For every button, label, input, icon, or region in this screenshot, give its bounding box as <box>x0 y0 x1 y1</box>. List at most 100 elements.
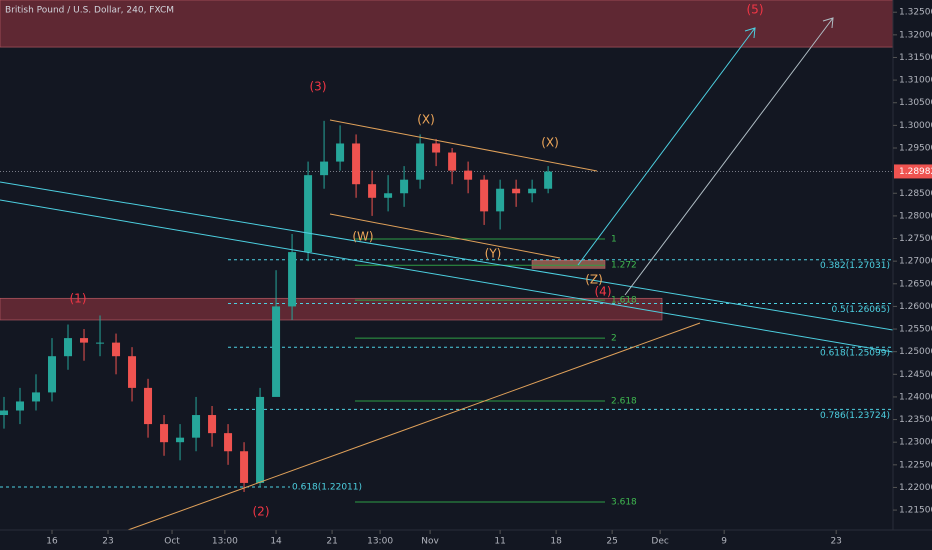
channel-line <box>0 199 894 353</box>
fib-label: 0.618(1.25099) <box>820 349 890 359</box>
x-tick-label: 13:00 <box>212 537 238 547</box>
candle-body <box>256 396 265 483</box>
y-tick-label: 1.28000 <box>899 211 932 221</box>
candle-body <box>384 193 393 198</box>
y-tick-label: 1.31000 <box>899 76 932 86</box>
trendline <box>127 322 701 531</box>
y-tick-label: 1.21500 <box>899 506 932 516</box>
wave-label: (4) <box>595 285 612 299</box>
y-tick-label: 1.30500 <box>899 98 932 108</box>
chart-title: British Pound / U.S. Dollar, 240, FXCM <box>5 6 174 16</box>
x-tick-label: Nov <box>421 537 439 547</box>
candle-body <box>48 356 57 393</box>
extension-label: 3.618 <box>611 497 637 507</box>
candle-body <box>368 184 377 198</box>
extension-label: 2 <box>611 334 617 344</box>
last-price-box <box>894 164 932 179</box>
candle-body <box>400 179 409 194</box>
y-tick-label: 1.32000 <box>899 30 932 40</box>
zones <box>0 0 894 321</box>
x-tick-label: Dec <box>651 537 668 547</box>
x-tick-label: 13:00 <box>367 537 393 547</box>
fib-label: 0.786(1.23724) <box>820 411 890 421</box>
y-tick-label: 1.25500 <box>899 325 932 335</box>
candle-body <box>208 415 217 434</box>
y-tick-label: 1.31500 <box>899 53 932 63</box>
y-tick-label: 1.23500 <box>899 415 932 425</box>
candles <box>0 120 553 492</box>
candle-body <box>336 143 345 162</box>
y-tick-label: 1.26000 <box>899 302 932 312</box>
x-tick-label: 23 <box>830 537 841 547</box>
levels: 0.382(1.27031) 0.5(1.26065) 0.618(1.25099)… <box>0 170 893 507</box>
candle-body <box>432 143 441 153</box>
candle-body <box>144 387 153 425</box>
candle-body <box>480 179 489 212</box>
y-tick-label: 1.24000 <box>899 392 932 402</box>
candle-body <box>320 161 329 176</box>
axes: 1.32500 1.32000 1.31500 1.31000 1.30500 1.300… <box>46 8 932 547</box>
candle-body <box>16 401 25 411</box>
candle-body <box>80 338 89 343</box>
trendline <box>329 213 561 259</box>
extension-label: 2.618 <box>611 397 637 407</box>
extension-label: 1.272 <box>611 261 637 271</box>
arrow-head <box>822 17 834 29</box>
candle-body <box>528 188 537 194</box>
x-tick-label: 25 <box>606 537 617 547</box>
x-tick-label: 11 <box>494 537 505 547</box>
candle-body <box>496 188 505 212</box>
wave-label: (Y) <box>485 247 502 261</box>
wave-label: (1) <box>70 292 87 306</box>
arrow-head <box>744 27 756 39</box>
x-tick-label: 16 <box>46 537 58 547</box>
last-price-label: 1.28982 <box>899 167 932 177</box>
candle-body <box>240 451 249 483</box>
y-tick-label: 1.22000 <box>899 483 932 493</box>
arrow <box>624 17 834 296</box>
wave-label: (3) <box>310 80 327 94</box>
candle-body <box>64 338 73 357</box>
y-tick-label: 1.25000 <box>899 347 932 357</box>
trendline <box>329 119 598 172</box>
wave-label: (2) <box>253 505 270 519</box>
x-tick-label: 21 <box>326 537 337 547</box>
wave-label: (X) <box>541 136 559 150</box>
candle-body <box>304 175 313 253</box>
extension-label: 1.618 <box>611 296 637 306</box>
x-tick-label: 18 <box>550 537 562 547</box>
y-tick-label: 1.28500 <box>899 189 932 199</box>
arrow <box>577 27 756 266</box>
y-tick-label: 1.32500 <box>899 8 932 18</box>
y-tick-label: 1.22500 <box>899 460 932 470</box>
drawings <box>0 17 894 531</box>
channel-line <box>0 181 894 331</box>
candle-body <box>192 415 201 438</box>
y-tick-label: 1.26500 <box>899 279 932 289</box>
price-axis <box>893 0 932 550</box>
zone <box>531 259 606 269</box>
candle-body <box>464 170 473 180</box>
y-tick-label: 1.27000 <box>899 257 932 267</box>
candle-body <box>352 143 361 185</box>
wave-label: (W) <box>352 230 373 244</box>
wave-labels: (5) (3) (X) (X) (W) (Y) (Z) (4) (1) (2) <box>70 3 764 519</box>
y-tick-label: 1.27500 <box>899 234 932 244</box>
wave-label: (X) <box>417 113 435 127</box>
candle-body <box>112 342 121 357</box>
fib-label: 0.5(1.26065) <box>831 305 890 315</box>
y-tick-label: 1.30000 <box>899 121 932 131</box>
candle-body <box>512 188 521 194</box>
candle-body <box>288 252 297 307</box>
candle-body <box>160 424 169 443</box>
fib-label: 0.382(1.27031) <box>820 261 890 271</box>
extension-label: 1 <box>611 234 617 244</box>
candle-body <box>128 356 137 388</box>
x-tick-label: 23 <box>102 537 113 547</box>
zone <box>0 0 894 48</box>
y-tick-label: 1.23000 <box>899 438 932 448</box>
candle-body <box>0 410 9 416</box>
fib-label: 0.618(1.22011) <box>292 482 362 492</box>
